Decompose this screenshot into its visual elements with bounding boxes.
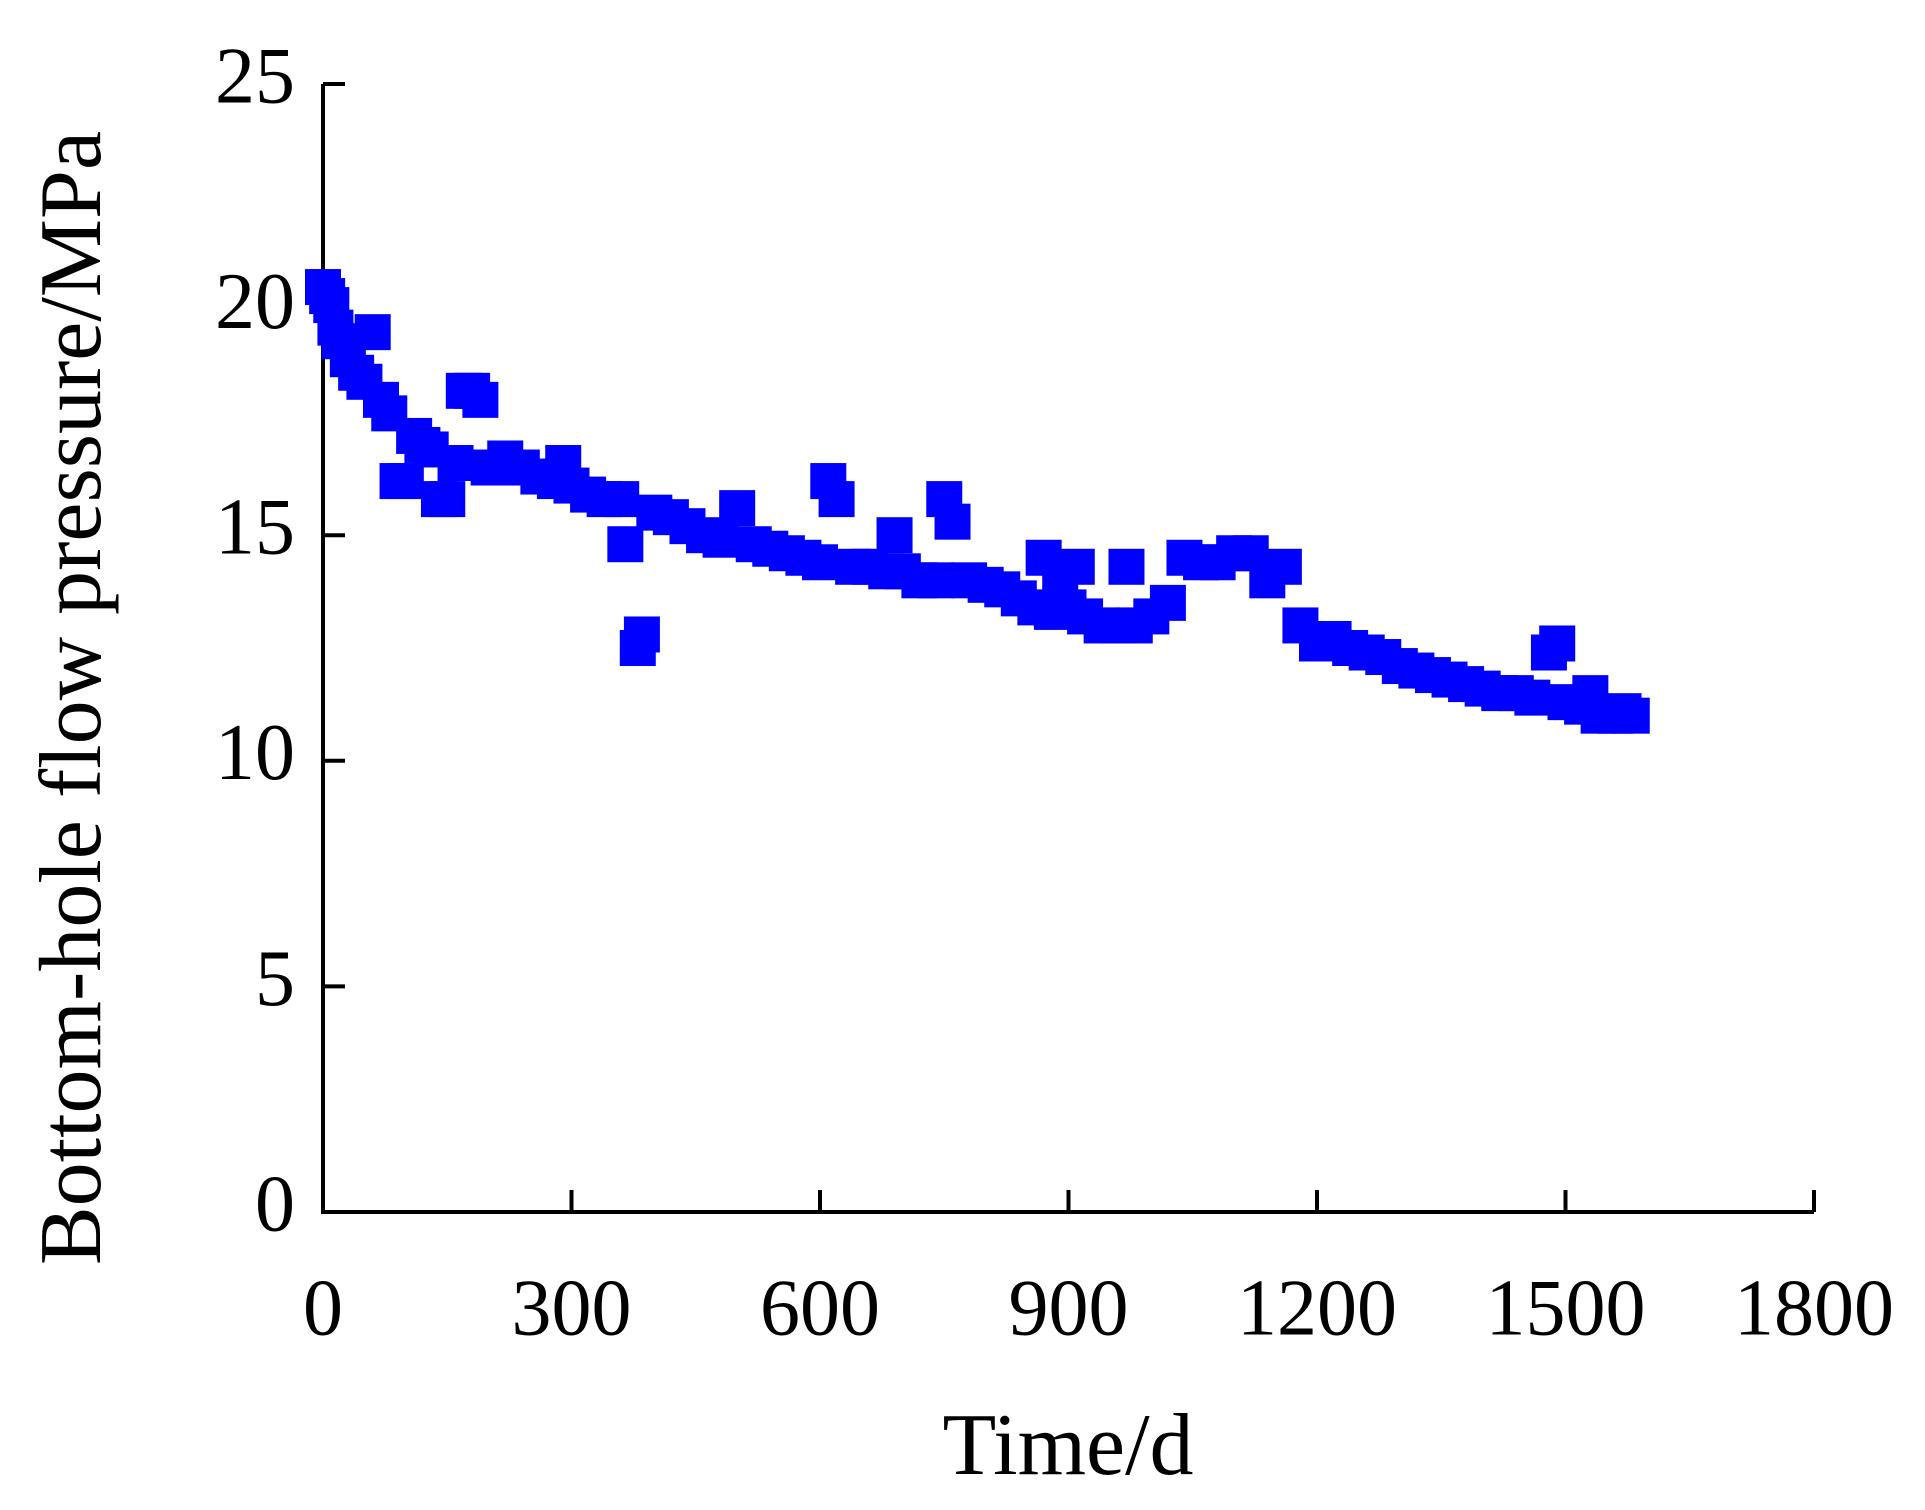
- y-tick-label: 0: [255, 1160, 295, 1248]
- y-tick-label: 10: [215, 709, 295, 797]
- point: [1108, 548, 1145, 585]
- point: [917, 562, 954, 599]
- x-tick-label: 1800: [1734, 1264, 1894, 1352]
- x-tick-label: 900: [1009, 1264, 1129, 1352]
- point: [719, 490, 756, 527]
- x-tick-label: 300: [512, 1264, 632, 1352]
- x-tick-label: 1200: [1237, 1264, 1397, 1352]
- point: [934, 503, 971, 540]
- point: [1613, 697, 1650, 734]
- point: [1265, 548, 1302, 585]
- y-tick-label: 25: [215, 32, 295, 120]
- point: [429, 481, 466, 518]
- x-tick-label: 0: [303, 1264, 343, 1352]
- x-axis-title: Time/d: [942, 1397, 1193, 1494]
- point: [603, 481, 640, 518]
- point: [702, 521, 739, 558]
- point: [1149, 584, 1186, 621]
- x-tick-label: 1500: [1486, 1264, 1646, 1352]
- point: [1058, 548, 1095, 585]
- x-tick-label: 600: [760, 1264, 880, 1352]
- y-tick-label: 5: [255, 935, 295, 1023]
- point: [876, 517, 913, 554]
- point: [437, 445, 474, 482]
- point: [818, 481, 855, 518]
- point: [607, 526, 644, 563]
- point: [802, 544, 838, 581]
- y-tick-label: 15: [215, 484, 295, 572]
- point: [1539, 625, 1576, 662]
- point: [462, 381, 499, 418]
- point: [354, 314, 391, 351]
- point: [1514, 679, 1551, 716]
- y-axis-title: Bottom-hole flow pressure/MPa: [23, 131, 120, 1265]
- y-tick-label: 20: [215, 258, 295, 346]
- point: [623, 616, 660, 653]
- point: [387, 463, 424, 500]
